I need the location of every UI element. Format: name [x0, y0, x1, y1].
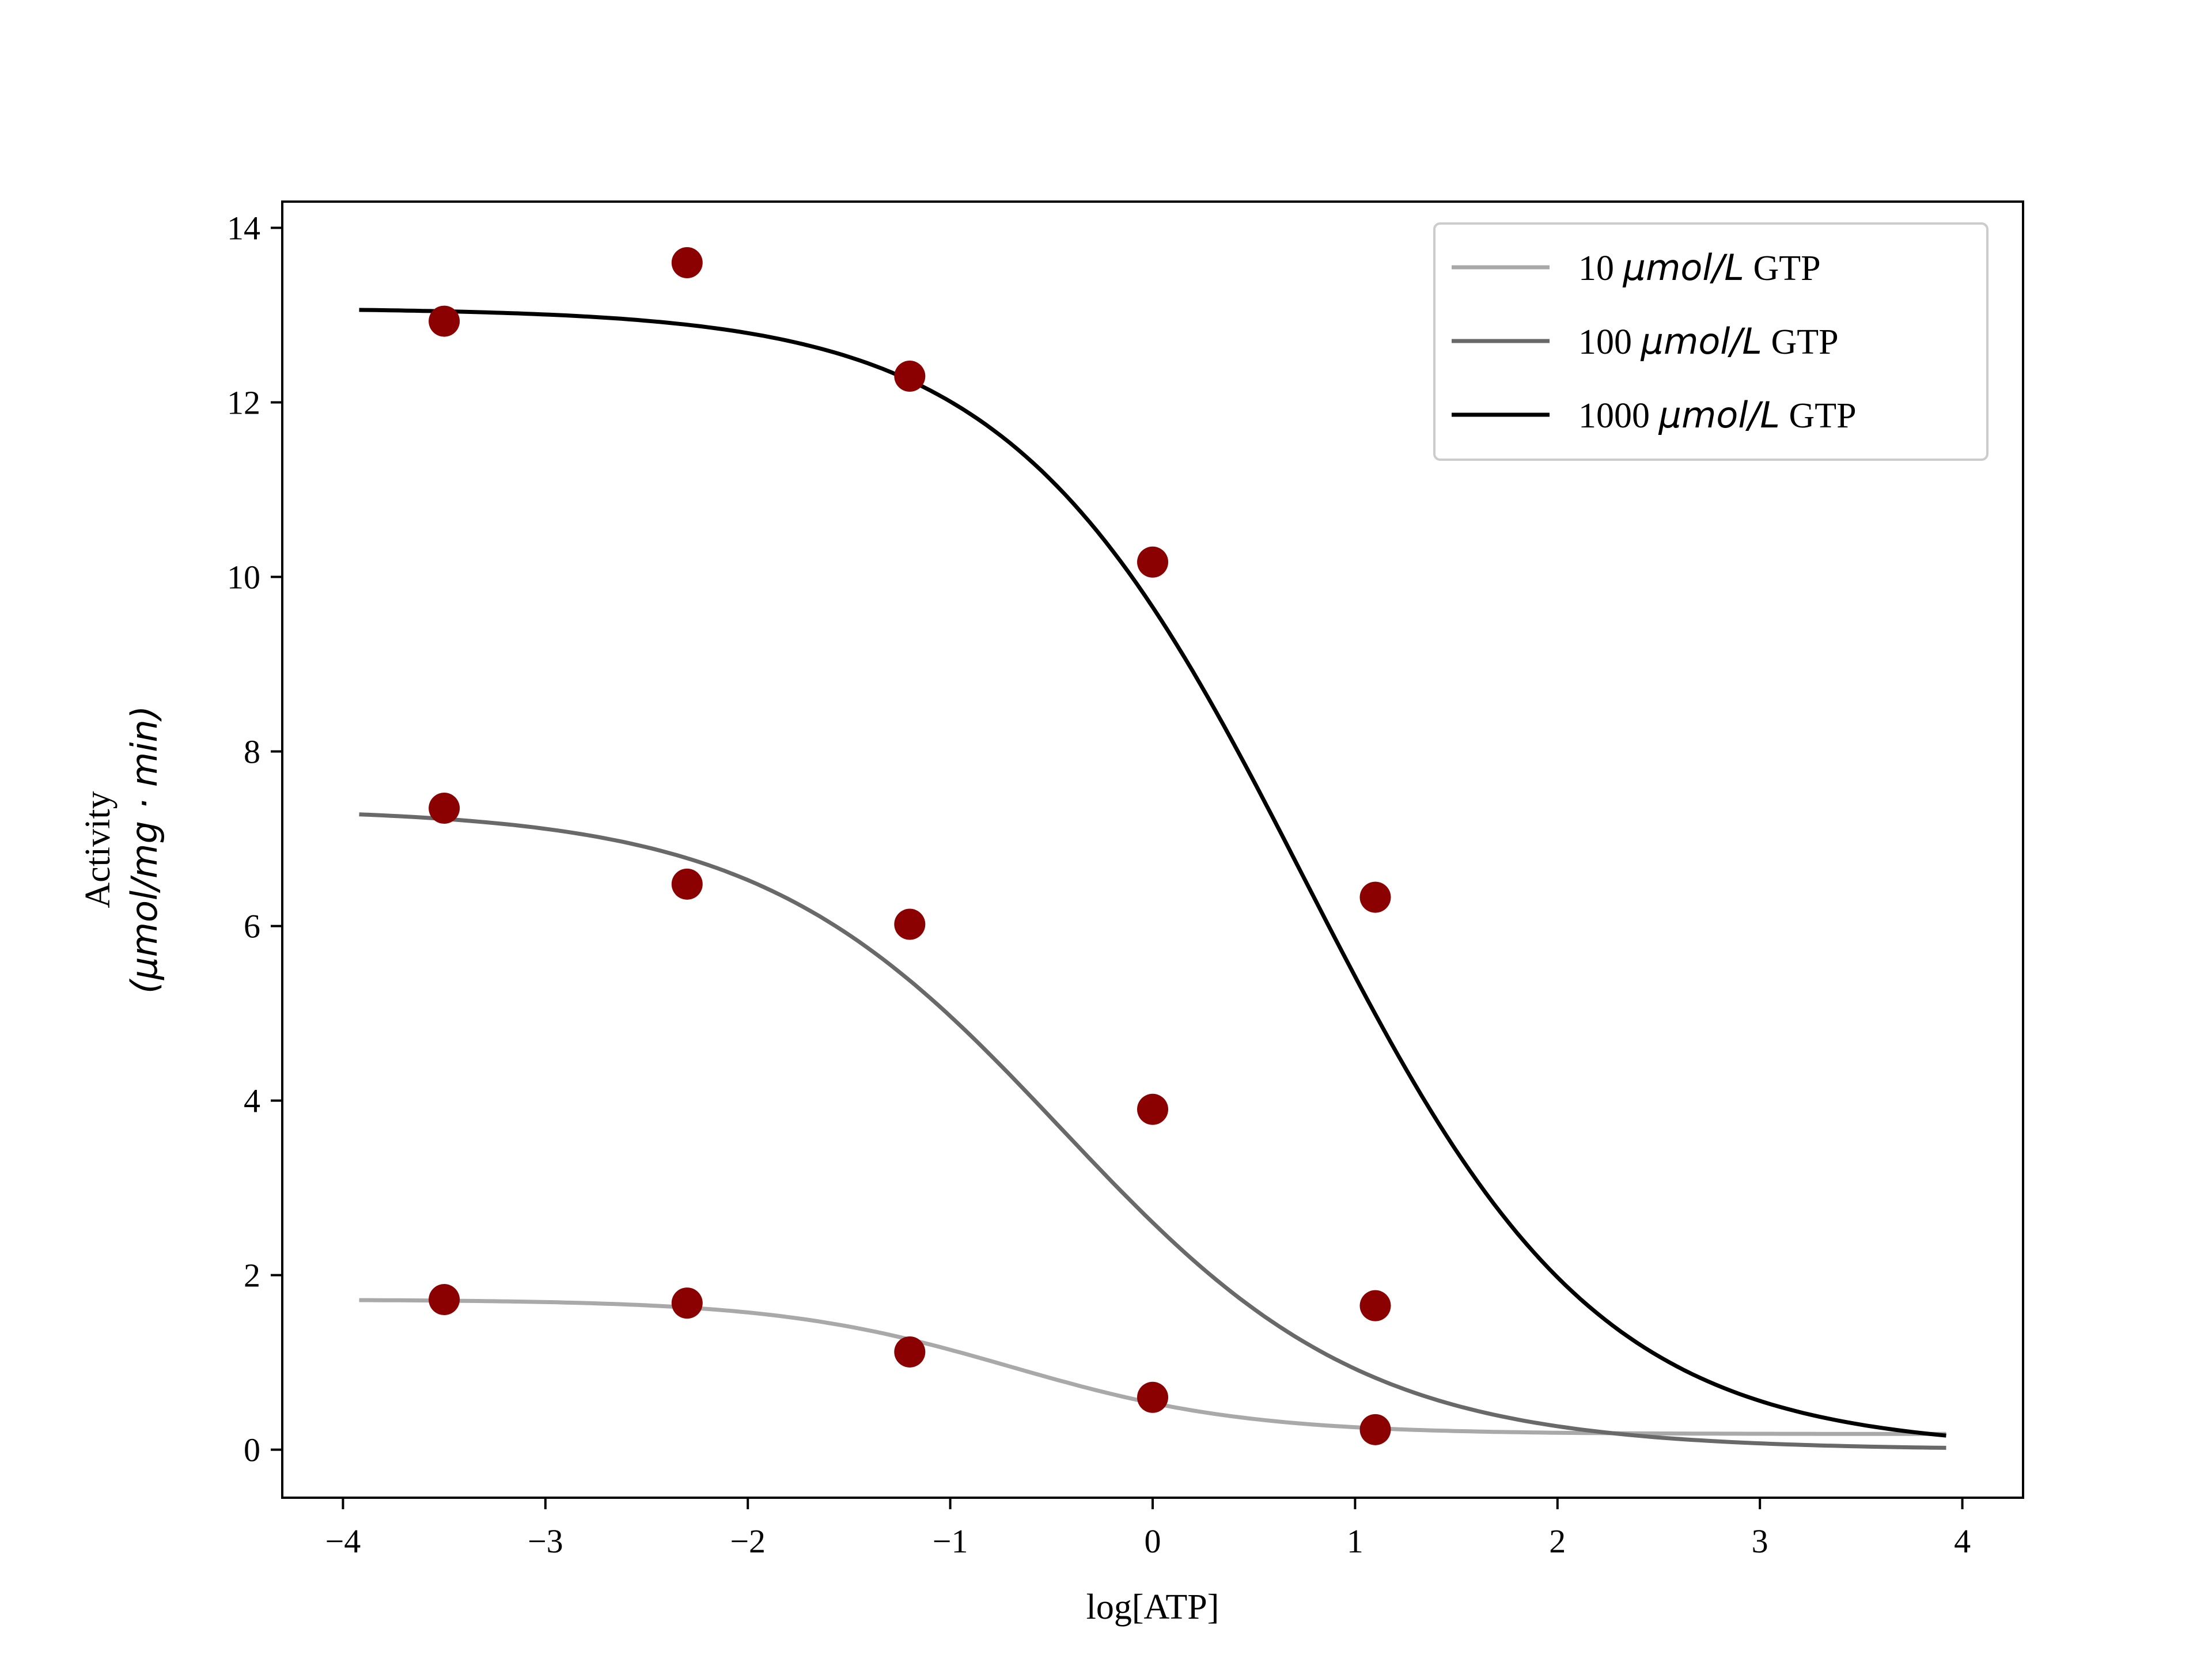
- legend-label-prefix: 1000: [1578, 396, 1659, 435]
- x-tick-label: −2: [730, 1522, 766, 1560]
- y-tick-label: 8: [244, 733, 260, 771]
- data-point: [1137, 1093, 1168, 1125]
- data-point: [429, 305, 460, 337]
- legend-label-suffix: GTP: [1780, 396, 1857, 435]
- legend-label-suffix: GTP: [1762, 323, 1839, 362]
- data-point: [671, 1287, 703, 1319]
- fit-curve-line: [359, 308, 1946, 1438]
- x-tick-label: 4: [1954, 1522, 1971, 1560]
- x-tick-label: 1: [1347, 1522, 1363, 1560]
- y-axis-label-line1: Activity: [78, 791, 118, 908]
- data-point: [1359, 1414, 1391, 1445]
- legend-label-unit: μmol/L: [1641, 320, 1762, 362]
- data-point: [894, 1336, 926, 1368]
- legend-label-prefix: 100: [1578, 323, 1641, 362]
- y-tick-label: 10: [227, 559, 260, 596]
- x-tick-label: 3: [1752, 1522, 1768, 1560]
- data-points: [429, 247, 1391, 1445]
- data-point: [671, 247, 703, 279]
- legend-label: 10 μmol/L GTP: [1578, 247, 1821, 289]
- legend-label: 1000 μmol/L GTP: [1578, 394, 1857, 436]
- x-tick-label: −1: [933, 1522, 968, 1560]
- legend-box: [1433, 222, 1988, 461]
- y-tick-label: 14: [227, 209, 260, 247]
- y-axis-ticks: 0 2 4 6 8 10 12 14: [227, 209, 282, 1469]
- y-tick-label: 0: [244, 1431, 260, 1469]
- data-point: [894, 908, 926, 940]
- x-tick-label: 0: [1145, 1522, 1161, 1560]
- x-axis-ticks: −4 −3 −2 −1 0 1 2 3 4: [325, 1498, 1971, 1560]
- data-point: [429, 793, 460, 824]
- y-tick-label: 6: [244, 908, 260, 945]
- legend-label-prefix: 10: [1578, 249, 1623, 288]
- legend-label-unit: μmol/L: [1658, 394, 1780, 436]
- fit-curve-line: [359, 812, 1946, 1450]
- data-point: [671, 868, 703, 900]
- legend-label-suffix: GTP: [1744, 249, 1821, 288]
- data-point: [1359, 1290, 1391, 1321]
- x-tick-label: 2: [1549, 1522, 1566, 1560]
- y-tick-label: 4: [244, 1082, 260, 1120]
- y-axis-label-line2: (μmol/mg · min): [123, 706, 165, 994]
- x-tick-label: −4: [325, 1522, 361, 1560]
- y-tick-label: 12: [227, 384, 260, 421]
- x-tick-label: −3: [528, 1522, 563, 1560]
- data-point: [1359, 881, 1391, 913]
- legend-label-unit: μmol/L: [1623, 247, 1744, 289]
- data-point: [1137, 546, 1168, 578]
- data-point: [1137, 1381, 1168, 1413]
- y-tick-label: 2: [244, 1257, 260, 1294]
- x-axis-label: log[ATP]: [1086, 1588, 1219, 1627]
- data-point: [429, 1284, 460, 1316]
- legend-label: 100 μmol/L GTP: [1578, 320, 1839, 362]
- y-axis-label: Activity (μmol/mg · min): [78, 706, 165, 994]
- data-point: [894, 361, 926, 392]
